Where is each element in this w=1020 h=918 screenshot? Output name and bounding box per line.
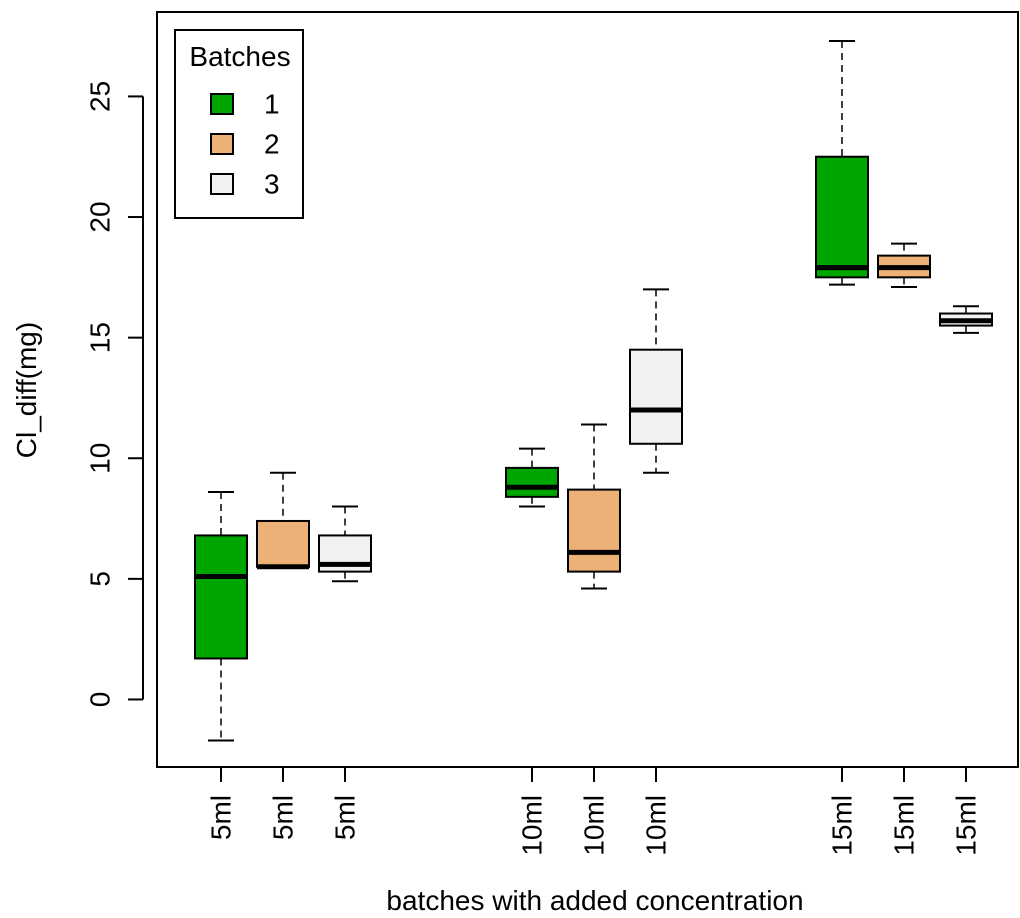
- box-body: [567, 488, 621, 573]
- box-body: [629, 348, 683, 445]
- box-body: [815, 155, 869, 279]
- x-tick-label: 10ml: [641, 795, 672, 856]
- x-tick-label: 5ml: [206, 795, 237, 840]
- legend-swatch-3: [210, 173, 234, 195]
- box-5ml-batch-1: [194, 491, 248, 742]
- y-tick-label: 20: [85, 201, 116, 232]
- box-5ml-batch-2: [256, 471, 310, 570]
- legend-swatch-1: [210, 93, 234, 115]
- legend-box: [174, 29, 304, 219]
- x-tick-label: 10ml: [579, 795, 610, 856]
- y-tick-label: 0: [85, 692, 116, 708]
- x-tick-label: 15ml: [889, 795, 920, 856]
- x-tick-label: 15ml: [951, 795, 982, 856]
- x-axis-label: batches with added concentration: [386, 885, 803, 916]
- legend-label-1: 1: [264, 89, 280, 120]
- box-body: [505, 466, 559, 498]
- x-tick-label: 15ml: [827, 795, 858, 856]
- box-15ml-batch-1: [815, 39, 869, 286]
- boxes-group: [194, 39, 993, 742]
- legend-label-3: 3: [264, 169, 280, 200]
- x-tick-label: 5ml: [268, 795, 299, 840]
- box-15ml-batch-2: [877, 242, 931, 288]
- y-tick-label: 5: [85, 571, 116, 587]
- x-axis: 5ml 5ml 5ml 10ml 10ml 10ml 15ml 15ml 15ml: [206, 767, 982, 856]
- box-body: [256, 519, 310, 568]
- box-10ml-batch-2: [567, 423, 621, 590]
- x-tick-label: 10ml: [517, 795, 548, 856]
- plot-frame: [156, 11, 1019, 768]
- y-tick-label: 25: [85, 81, 116, 112]
- y-tick-label: 15: [85, 322, 116, 353]
- box-10ml-batch-1: [505, 447, 559, 508]
- y-axis: 0 5 10 15 20 25: [85, 81, 144, 707]
- box-5ml-batch-3: [318, 505, 372, 583]
- x-tick-label: 5ml: [330, 795, 361, 840]
- legend-title: Batches: [189, 41, 290, 72]
- legend-label-2: 2: [264, 129, 280, 160]
- y-tick-label: 10: [85, 443, 116, 474]
- y-axis-label: Cl_diff(mg): [11, 322, 42, 458]
- legend: Batches 1 2 3: [174, 29, 304, 219]
- box-10ml-batch-3: [629, 288, 683, 474]
- box-body: [194, 534, 248, 660]
- legend-swatch-2: [210, 133, 234, 155]
- box-15ml-batch-3: [939, 305, 993, 334]
